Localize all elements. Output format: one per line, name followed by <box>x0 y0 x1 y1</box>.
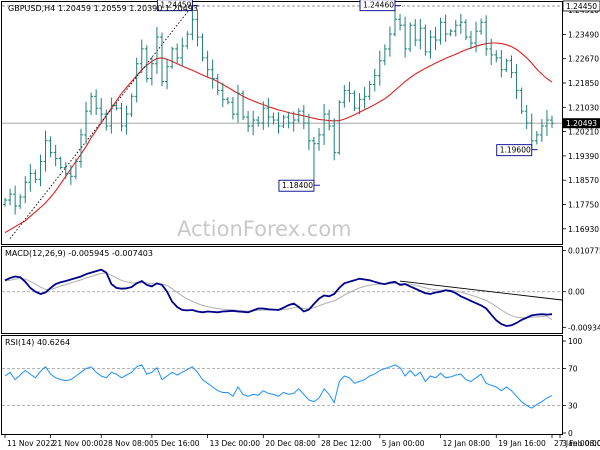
macd-trendline <box>400 280 563 301</box>
price-y-tick-label: 1.17750 <box>568 200 599 209</box>
price-gridlines <box>2 5 562 124</box>
price-title-group: GBPUSD,H4 1.20459 1.20559 1.20390 1.2049… <box>8 4 198 13</box>
x-tick-label: 28 Dec 12:00 <box>321 439 372 448</box>
price-y-tick-label: 1.16930 <box>568 225 599 234</box>
x-tick-label: 21 Nov 00:00 <box>53 439 104 448</box>
rsi-y-axis: 100 70 30 0 <box>562 337 583 438</box>
annotation-label: 1.24459 <box>160 1 191 10</box>
macd-y-tick-label: 0.00 <box>568 288 585 297</box>
macd-y-tick-label: -0.009343 <box>568 323 600 332</box>
price-y-tick-label: 1.20210 <box>568 128 599 137</box>
annotation-box <box>156 0 193 12</box>
macd-lines <box>4 268 563 327</box>
annotation-label: 1.24460 <box>363 1 394 10</box>
price-y-tick-label: 1.21030 <box>568 103 599 112</box>
rsi-line <box>4 364 553 409</box>
rsi-gridlines <box>2 368 562 406</box>
x-tick-label: 11 Nov 2022 <box>7 439 55 448</box>
ma-path <box>4 42 553 234</box>
price-y-tick-label: 1.18570 <box>568 176 599 185</box>
x-tick-label: 27 Jan 00:00 <box>554 439 600 448</box>
x-tick-label: 5 Dec 16:00 <box>154 439 200 448</box>
x-tick-label: 3 Feb 08:00 <box>562 439 600 448</box>
price-ohlc: 1.20459 1.20559 1.20390 1.20493 <box>58 4 198 13</box>
annotation-box <box>496 144 533 157</box>
price-y-tick-label: 1.19390 <box>568 152 599 161</box>
macd-y-axis: 0.010775 0.00 -0.009343 <box>562 247 600 332</box>
rsi-y-tick-label: 30 <box>568 401 578 410</box>
current-price-box <box>563 118 600 129</box>
x-tick-label: 19 Jan 16:00 <box>498 439 546 448</box>
moving-average-line <box>4 42 553 234</box>
price-y-tick-label: 1.23490 <box>568 30 599 39</box>
rsi-title: RSI(14) 40.6264 <box>5 338 70 347</box>
x-tick-label: 12 Jan 08:00 <box>443 439 491 448</box>
watermark: ActionForex.com <box>177 217 352 241</box>
annotation-box <box>278 179 315 192</box>
price-annotations: 1.24459 1.18400 1.24460 1.19600 <box>156 0 538 192</box>
rsi-y-tick-label: 100 <box>568 337 583 346</box>
rsi-y-tick-label: 0 <box>568 429 573 438</box>
price-y-tick-label: 1.22670 <box>568 55 599 64</box>
macd-panel-frame <box>1 246 563 334</box>
rsi-panel-frame <box>1 335 563 435</box>
current-price-label: 1.20493 <box>566 119 597 128</box>
macd-y-tick-label: 0.010775 <box>568 247 600 256</box>
macd-title: MACD(12,26,9) -0.005945 -0.007403 <box>5 249 153 258</box>
x-tick-label: 13 Dec 00:00 <box>210 439 261 448</box>
top-line-label: 1.24450 <box>566 2 597 11</box>
rsi-y-tick-label: 70 <box>568 365 578 374</box>
annotation-box <box>359 0 396 12</box>
x-tick-label: 28 Nov 08:00 <box>103 439 154 448</box>
annotation-label: 1.18400 <box>282 181 313 190</box>
price-y-axis: 1.243101.234901.226701.218501.210301.202… <box>562 0 600 234</box>
rsi-path <box>4 364 553 409</box>
price-title: GBPUSD,H4 <box>8 4 55 13</box>
price-y-tick-label: 1.21850 <box>568 79 599 88</box>
price-panel-frame <box>1 1 563 245</box>
annotation-label: 1.19600 <box>500 146 531 155</box>
price-bars <box>3 5 554 215</box>
x-tick-label: 5 Jan 00:00 <box>382 439 425 448</box>
top-line-label-box <box>562 0 600 12</box>
macd-line <box>4 268 553 327</box>
x-tick-label: 20 Dec 08:00 <box>265 439 316 448</box>
